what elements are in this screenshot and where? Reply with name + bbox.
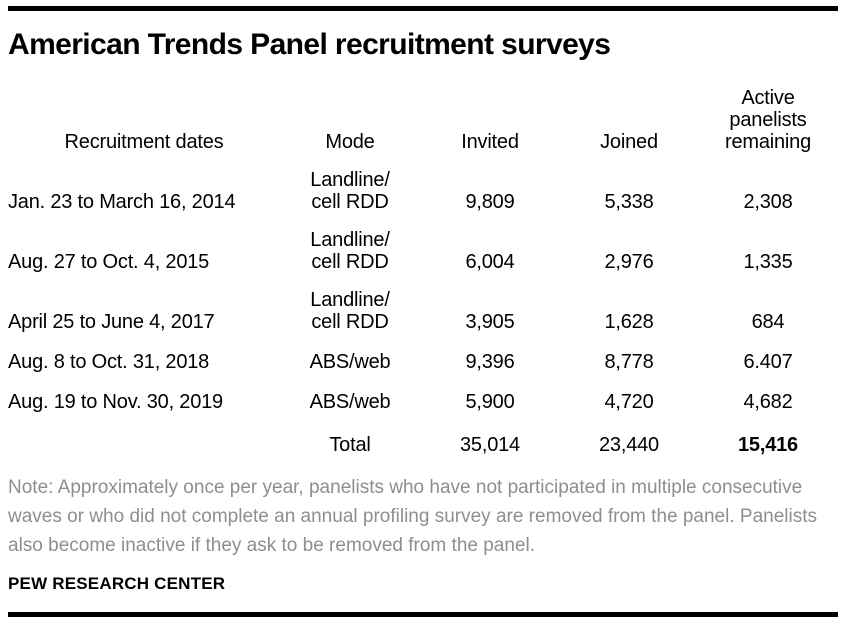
header-recruitment-dates: Recruitment dates [64,131,224,153]
mode-cell: ABS/web [309,391,391,413]
invited-cell: 9,809 [465,191,515,213]
invited-cell: 9,396 [465,351,515,373]
joined-cell: 5,338 [604,191,654,213]
recruitment-dates-cell: Jan. 23 to March 16, 2014 [8,191,236,213]
header-active-remaining: Active panelists remaining [724,87,812,153]
header-mode: Mode [325,131,375,153]
mode-cell: Landline/ cell RDD [310,229,390,273]
bottom-rule [8,612,838,617]
active-remaining-cell: 2,308 [743,191,793,213]
total-joined-cell: 23,440 [599,434,659,456]
page-title: American Trends Panel recruitment survey… [8,28,611,61]
mode-cell: Landline/ cell RDD [310,289,390,333]
active-remaining-cell: 1,335 [743,251,793,273]
recruitment-table: Recruitment dates Mode Invited Joined Ac… [8,77,838,456]
invited-cell: 6,004 [465,251,515,273]
joined-cell: 1,628 [604,311,654,333]
table-total-row: Total 35,014 23,440 15,416 [8,413,838,456]
active-remaining-cell: 6.407 [743,351,793,373]
active-remaining-cell: 684 [751,311,785,333]
source-label: PEW RESEARCH CENTER [8,574,226,593]
table-header-row: Recruitment dates Mode Invited Joined Ac… [8,77,838,153]
table-row: Aug. 27 to Oct. 4, 2015 Landline/ cell R… [8,213,838,273]
joined-cell: 8,778 [604,351,654,373]
table-row: April 25 to June 4, 2017 Landline/ cell … [8,273,838,333]
joined-cell: 4,720 [604,391,654,413]
total-invited-cell: 35,014 [460,434,520,456]
table-row: Jan. 23 to March 16, 2014 Landline/ cell… [8,153,838,213]
mode-cell: Landline/ cell RDD [310,169,390,213]
recruitment-dates-cell: April 25 to June 4, 2017 [8,311,215,333]
header-joined: Joined [600,131,658,153]
total-label: Total [329,434,371,456]
invited-cell: 5,900 [465,391,515,413]
table-row: Aug. 19 to Nov. 30, 2019 ABS/web 5,900 4… [8,373,838,413]
recruitment-dates-cell: Aug. 8 to Oct. 31, 2018 [8,351,210,373]
note-text: Note: Approximately once per year, panel… [8,477,817,556]
joined-cell: 2,976 [604,251,654,273]
table-row: Aug. 8 to Oct. 31, 2018 ABS/web 9,396 8,… [8,333,838,373]
header-invited: Invited [461,131,519,153]
total-active-cell: 15,416 [738,434,798,456]
mode-cell: ABS/web [309,351,391,373]
invited-cell: 3,905 [465,311,515,333]
recruitment-dates-cell: Aug. 19 to Nov. 30, 2019 [8,391,223,413]
recruitment-dates-cell: Aug. 27 to Oct. 4, 2015 [8,251,210,273]
top-rule [8,6,838,11]
active-remaining-cell: 4,682 [743,391,793,413]
